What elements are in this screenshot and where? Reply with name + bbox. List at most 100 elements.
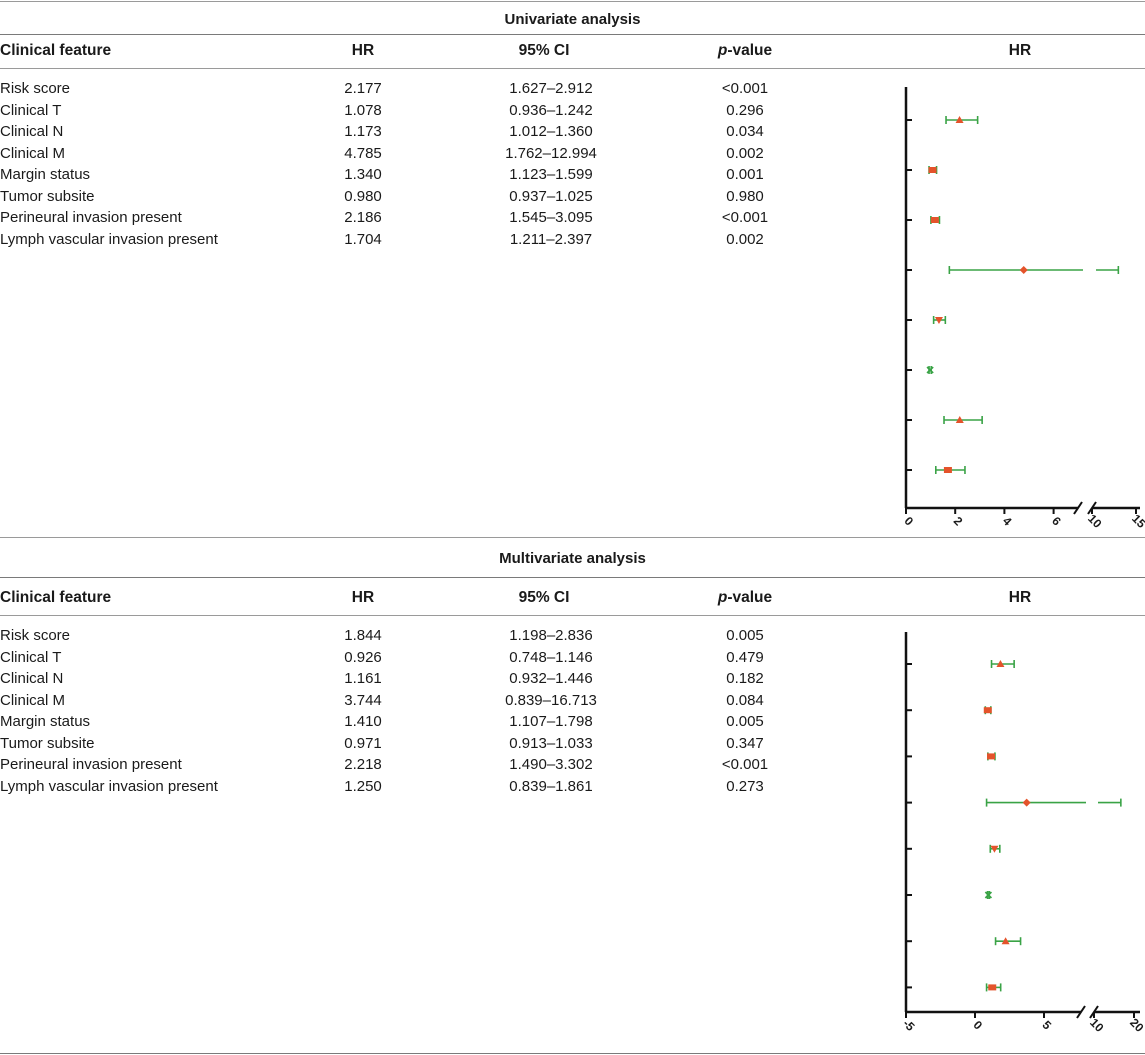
univariate-pvalue-cell: 0.296 — [726, 101, 764, 119]
multivariate-pvalue-cell: 0.005 — [726, 713, 764, 730]
multivariate-pvalue-cell: 0.273 — [726, 777, 764, 795]
univariate-feature-cell: Perineural invasion present — [0, 209, 182, 226]
bottom-rule — [0, 1053, 1145, 1054]
multivariate-pvalue-cell: <0.001 — [721, 756, 769, 773]
hr-marker — [955, 116, 964, 123]
multivariate-hr-cell: 0.971 — [344, 734, 382, 752]
multivariate-header-feature: Clinical feature — [0, 589, 112, 606]
multivariate-hr-cell: 1.250 — [344, 777, 382, 795]
univariate-feature-cell: Margin status — [0, 166, 91, 183]
hr-marker-x-stroke — [984, 891, 993, 899]
hr-marker — [934, 317, 943, 324]
univariate-feature-cell: Tumor subsite — [0, 187, 95, 205]
hr-marker — [928, 167, 937, 173]
multivariate-feature-cell: Tumor subsite — [0, 734, 95, 752]
multivariate-feature-cell: Clinical N — [0, 670, 64, 687]
multivariate-title-rule — [0, 577, 1145, 578]
univariate-hr-cell: 2.177 — [344, 80, 382, 97]
multivariate-header-hr: HR — [351, 589, 375, 606]
univariate-feature-cell: Lymph vascular invasion present — [0, 230, 218, 248]
univariate-hr-cell: 1.704 — [344, 230, 382, 248]
x-tick-label: 5 — [1040, 1018, 1055, 1033]
hr-marker — [930, 217, 939, 223]
univariate-ci-cell: 0.936–1.242 — [509, 101, 593, 119]
multivariate-pvalue-cell: 0.084 — [726, 691, 764, 709]
hr-marker — [1022, 798, 1031, 807]
multivariate-feature-cell: Perineural invasion present — [0, 756, 182, 773]
univariate-ci-cell: 0.937–1.025 — [509, 187, 593, 205]
x-tick-label: 20 — [1127, 1015, 1145, 1035]
univariate-pvalue-cell: 0.980 — [726, 187, 764, 205]
x-tick-label: 15 — [1129, 511, 1145, 531]
univariate-pvalue-cell: <0.001 — [721, 209, 769, 226]
hr-marker — [987, 753, 996, 760]
multivariate-hr-cell: 3.744 — [344, 691, 382, 709]
forest-plot-group: -5 0 5 10 20 — [900, 632, 1145, 1035]
univariate-header-ci: 95% CI — [518, 42, 570, 59]
x-tick-label: 4 — [1000, 514, 1015, 529]
univariate-pvalue-cell: 0.002 — [726, 144, 764, 162]
univariate-feature-cell: Clinical T — [0, 101, 62, 119]
x-tick-label: 6 — [1049, 514, 1064, 529]
univariate-feature-cell: Risk score — [0, 80, 71, 97]
univariate-title-rule — [0, 34, 1145, 35]
univariate-pvalue-cell: <0.001 — [721, 80, 769, 97]
univariate-ci-cell: 1.545–3.095 — [509, 209, 593, 226]
univariate-feature-cell: Clinical M — [0, 144, 66, 162]
multivariate-header-ci: 95% CI — [518, 589, 570, 606]
univariate-hr-cell: 0.980 — [344, 187, 382, 205]
hr-marker — [1001, 937, 1010, 945]
univariate-ci-cell: 1.627–2.912 — [509, 80, 593, 97]
univariate-pvalue-cell: 0.002 — [726, 230, 764, 248]
x-tick-label: 10 — [1085, 511, 1105, 531]
univariate-hr-cell: 1.340 — [344, 166, 382, 183]
multivariate-ci-cell: 1.490–3.302 — [509, 756, 593, 773]
multivariate-feature-cell: Clinical T — [0, 648, 62, 666]
univariate-ci-cell: 1.012–1.360 — [509, 123, 593, 140]
univariate-hr-cell: 1.078 — [344, 101, 382, 119]
hr-marker-x-stroke — [926, 366, 934, 374]
multivariate-feature-cell: Lymph vascular invasion present — [0, 777, 218, 795]
univariate-ci-cell: 1.123–1.599 — [509, 166, 593, 183]
hr-marker — [955, 416, 964, 423]
multivariate-hr-cell: 1.410 — [344, 713, 382, 730]
x-tick-label: 10 — [1087, 1015, 1107, 1035]
multivariate-ci-cell: 1.107–1.798 — [509, 713, 593, 730]
univariate-ci-cell: 1.762–12.994 — [505, 144, 597, 162]
multivariate-title: Multivariate analysis — [499, 550, 646, 567]
multivariate-hr-cell: 1.844 — [344, 627, 382, 644]
multivariate-header-rule — [0, 615, 1145, 616]
multivariate-ci-cell: 0.748–1.146 — [509, 648, 593, 666]
multivariate-ci-cell: 0.839–16.713 — [505, 691, 597, 709]
axis-break-mark — [1073, 501, 1083, 515]
x-tick-label: 0 — [971, 1018, 986, 1033]
multivariate-pvalue-cell: 0.005 — [726, 627, 764, 644]
multivariate-ci-cell: 0.913–1.033 — [509, 734, 593, 752]
hr-marker — [983, 707, 992, 714]
x-tick-label: 0 — [902, 514, 917, 529]
axis-break-mark — [1076, 1005, 1086, 1019]
multivariate-ci-cell: 1.198–2.836 — [509, 627, 593, 644]
univariate-ci-cell: 1.211–2.397 — [509, 230, 593, 248]
univariate-hr-cell: 2.186 — [344, 209, 382, 226]
hr-marker — [996, 660, 1005, 667]
univariate-hr-cell: 1.173 — [344, 123, 382, 140]
multivariate-ci-cell: 0.932–1.446 — [509, 670, 593, 687]
univariate-hr-cell: 4.785 — [344, 144, 382, 162]
x-tick-label: 2 — [951, 514, 966, 529]
hr-marker — [943, 467, 952, 473]
univariate-header-hr: HR — [351, 42, 375, 59]
hr-marker — [984, 891, 993, 899]
univariate-pvalue-cell: 0.001 — [726, 166, 764, 183]
univariate-title: Univariate analysis — [504, 11, 641, 28]
multivariate-hr-cell: 0.926 — [344, 648, 382, 666]
x-tick-label: -5 — [900, 1016, 918, 1034]
section-divider — [0, 537, 1145, 538]
univariate-header-feature: Clinical feature — [0, 42, 112, 59]
forest-plot-group: 0 2 4 6 10 15 — [902, 87, 1145, 531]
univariate-pvalue-cell: 0.034 — [726, 123, 764, 140]
multivariate-ci-cell: 0.839–1.861 — [509, 777, 593, 795]
multivariate-pvalue-cell: 0.479 — [726, 648, 764, 666]
multivariate-header-plot: HR — [1008, 589, 1032, 606]
multivariate-feature-cell: Risk score — [0, 627, 71, 644]
